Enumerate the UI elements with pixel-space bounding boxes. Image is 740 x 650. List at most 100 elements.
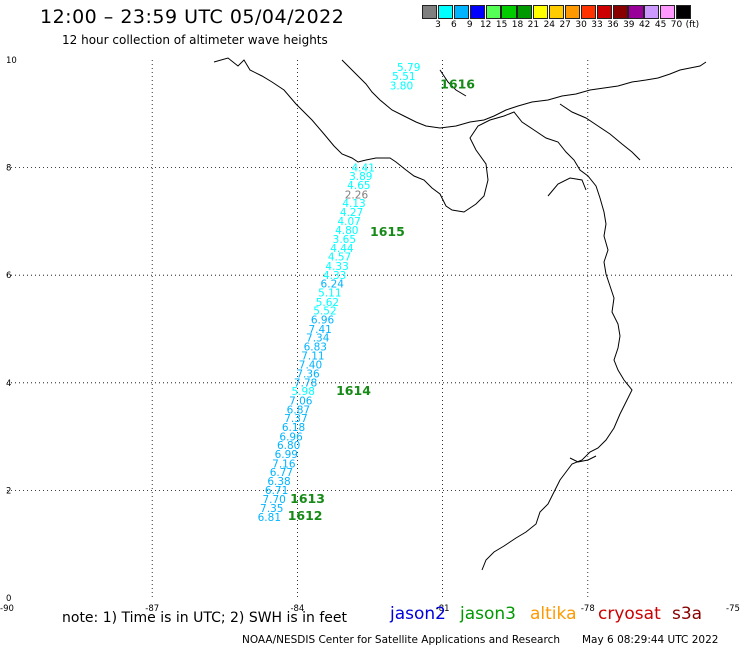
swh-value: 4.13	[342, 198, 365, 210]
colorbar-swatch	[501, 5, 517, 19]
swh-value: 7.11	[301, 351, 324, 363]
swh-value: 3.65	[333, 234, 356, 246]
colorbar-swatch	[580, 5, 596, 19]
map-grid	[7, 60, 733, 598]
legend-s3a: s3a	[672, 604, 703, 624]
swh-value: 7.37	[284, 413, 307, 425]
colorbar-swatch	[612, 5, 628, 19]
swh-value: 6.18	[282, 422, 305, 434]
coastline	[213, 57, 707, 571]
swh-value: 6.81	[258, 512, 281, 524]
wave-height-colorbar	[422, 5, 692, 19]
swh-value: 5.11	[318, 288, 341, 300]
generated-timestamp: May 6 08:29:44 UTC 2022	[582, 634, 719, 646]
colorbar-label: 70	[670, 20, 683, 30]
colorbar-label: 15	[495, 20, 508, 30]
swh-value: 4.41	[352, 162, 375, 174]
colorbar-swatch	[422, 5, 438, 19]
colorbar-swatch	[644, 5, 660, 19]
colorbar-label: 9	[466, 20, 473, 30]
colorbar-label: 39	[623, 20, 635, 30]
axis-ticks: -90 -87 -84 -81 -78 -75 0 2 4 6 8 10	[0, 56, 740, 614]
swh-value: 4.33	[325, 261, 348, 273]
swh-value: 4.27	[340, 207, 363, 219]
colorbar-label: 36	[607, 20, 619, 30]
swh-value: 7.70	[262, 494, 285, 506]
pass-number-label: 1614	[336, 383, 371, 398]
credit-text: NOAA/NESDIS Center for Satellite Applica…	[242, 634, 560, 646]
swh-observations: 5.795.513.80 4.413.894.652.264.134.274.07…	[258, 62, 421, 524]
pass-number-label: 1613	[290, 491, 325, 506]
swh-value: 7.06	[289, 395, 313, 407]
colorbar-swatch	[453, 5, 469, 19]
swh-value: 6.83	[304, 342, 327, 354]
swh-value: 6.71	[265, 485, 288, 497]
lon-tick-label: -84	[290, 604, 304, 614]
swh-value: 4.65	[347, 180, 370, 192]
swh-value: 3.89	[349, 171, 372, 183]
swh-value: 7.35	[260, 503, 283, 515]
swh-value: 6.87	[287, 404, 310, 416]
swh-value: 7.41	[308, 324, 331, 336]
swh-value: 5.79	[397, 62, 420, 74]
lon-tick-label: -78	[581, 604, 595, 614]
colorbar-swatch	[517, 5, 533, 19]
colorbar-label: (ft)	[685, 20, 700, 30]
swh-value: 5.62	[316, 297, 339, 309]
colorbar-label: 24	[543, 20, 556, 30]
swh-value: 7.34	[306, 332, 330, 344]
colorbar-swatch	[549, 5, 565, 19]
footer-note: note: 1) Time is in UTC; 2) SWH is in fe…	[62, 610, 348, 626]
colorbar-label: 45	[654, 20, 667, 30]
swh-value: 6.96	[279, 431, 303, 443]
colorbar-swatch	[533, 5, 549, 19]
lat-tick-label: 2	[6, 486, 11, 496]
map-title: 12:00 – 23:59 UTC 05/04/2022	[40, 6, 345, 28]
colorbar-swatch	[564, 5, 581, 19]
colorbar-swatch	[596, 5, 612, 19]
swh-value: 6.24	[321, 279, 345, 291]
legend-altika: altika	[530, 604, 577, 624]
swh-value: 5.98	[292, 386, 315, 398]
swh-value: 3.80	[390, 81, 413, 93]
colorbar-swatch	[628, 5, 644, 19]
colorbar-swatch	[469, 5, 485, 19]
swh-value: 5.51	[392, 71, 415, 83]
lon-tick-label: -87	[145, 604, 159, 614]
coastline-segment	[559, 103, 641, 161]
colorbar-label: 42	[638, 20, 651, 30]
map-subtitle: 12 hour collection of altimeter wave hei…	[62, 33, 328, 47]
coastline-segment	[547, 177, 587, 197]
lat-tick-label: 0	[6, 594, 11, 604]
coastline-segment	[213, 57, 633, 571]
lat-tick-label: 10	[6, 56, 17, 66]
swh-value: 6.96	[311, 315, 335, 327]
colorbar-label: 18	[511, 20, 524, 30]
colorbar-swatch	[437, 5, 454, 19]
pass-number-label: 1612	[288, 508, 323, 523]
colorbar-labels: 3 6 9 12 15 18 21 24 27 30 33 36 39 42 45 70 (ft)	[430, 20, 740, 34]
swh-value: 4.07	[337, 216, 360, 228]
pass-number-label: 1616	[440, 77, 475, 92]
lat-tick-label: 4	[6, 379, 11, 389]
swh-value: 4.44	[330, 243, 354, 255]
swh-value: 7.36	[296, 368, 320, 380]
swh-value: 6.99	[275, 449, 298, 461]
colorbar-label: 3	[435, 20, 441, 30]
legend-cryosat: cryosat	[598, 604, 661, 624]
lon-tick-label: -81	[436, 604, 450, 614]
lat-tick-label: 8	[6, 164, 11, 174]
colorbar-label: 33	[591, 20, 603, 30]
swh-value: 6.77	[270, 467, 293, 479]
legend-jason2: jason2	[390, 604, 446, 624]
coastline-segment	[439, 69, 467, 97]
colorbar-label: 30	[575, 20, 587, 30]
colorbar-swatch	[676, 5, 692, 19]
swh-value: 4.80	[335, 225, 358, 237]
colorbar-swatch	[660, 5, 676, 19]
colorbar-label: 27	[559, 20, 571, 30]
swh-value: 6.38	[267, 476, 290, 488]
lon-tick-label: -75	[726, 604, 740, 614]
colorbar-label: 12	[479, 20, 492, 30]
